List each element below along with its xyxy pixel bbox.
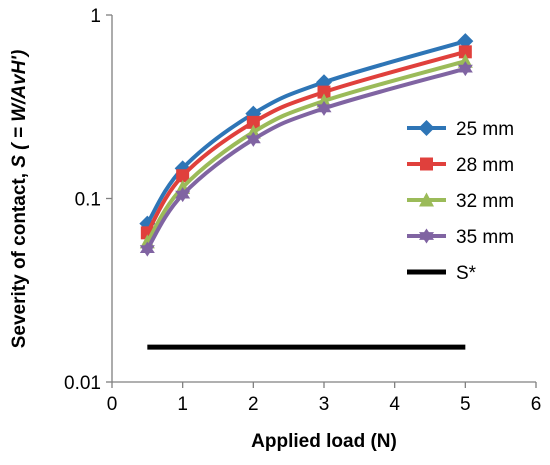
series-32-mm bbox=[139, 53, 473, 249]
legend-label: 35 mm bbox=[456, 227, 514, 248]
series-28-mm bbox=[140, 45, 472, 240]
data-point bbox=[139, 241, 155, 257]
legend-marker bbox=[419, 228, 434, 244]
data-point bbox=[175, 187, 191, 203]
y-ticks: 0.01 0.1 1 bbox=[64, 6, 112, 394]
legend-entry: 28 mm bbox=[407, 155, 514, 176]
y-axis-title-equation: ( = W/AvH') bbox=[9, 50, 30, 155]
legend-marker bbox=[419, 192, 434, 207]
y-axis-title-variable: S bbox=[9, 155, 30, 168]
legend-marker bbox=[420, 157, 433, 171]
data-point bbox=[458, 45, 472, 59]
y-tick-label: 1 bbox=[90, 6, 101, 27]
data-point bbox=[457, 61, 473, 77]
series-line bbox=[145, 39, 466, 225]
legend-label: 28 mm bbox=[456, 155, 514, 176]
y-axis-title-main: Severity of contact, bbox=[9, 168, 30, 349]
x-tick-label: 5 bbox=[460, 394, 471, 415]
data-point bbox=[316, 100, 332, 116]
legend-label: S* bbox=[456, 263, 477, 284]
x-tick-label: 0 bbox=[107, 394, 118, 415]
y-tick-label: 0.1 bbox=[75, 190, 101, 211]
x-tick-label: 3 bbox=[319, 394, 330, 415]
data-point bbox=[457, 33, 474, 50]
legend-label: 25 mm bbox=[456, 119, 514, 140]
x-tick-label: 2 bbox=[248, 394, 259, 415]
series-line bbox=[145, 49, 466, 234]
legend: 25 mm 28 mm 32 mm 35 mm S* bbox=[407, 119, 514, 284]
y-axis-title: Severity of contact, S ( = W/AvH') bbox=[9, 50, 30, 349]
y-tick-label: 0.01 bbox=[64, 373, 101, 394]
data-point bbox=[457, 53, 473, 68]
legend-entry: 32 mm bbox=[407, 191, 514, 212]
data-point bbox=[317, 85, 331, 99]
legend-entry: S* bbox=[407, 263, 477, 284]
x-tick-label: 4 bbox=[389, 394, 400, 415]
data-point bbox=[176, 169, 190, 183]
legend-label: 32 mm bbox=[456, 191, 514, 212]
data-point bbox=[245, 131, 261, 147]
x-tick-label: 6 bbox=[531, 394, 542, 415]
legend-entry: 35 mm bbox=[407, 227, 514, 248]
data-point bbox=[246, 115, 260, 129]
data-point bbox=[316, 93, 332, 108]
x-ticks: 0 1 2 3 4 5 6 bbox=[107, 382, 542, 415]
legend-entry: 25 mm bbox=[407, 119, 514, 140]
x-tick-label: 1 bbox=[177, 394, 188, 415]
series-35-mm bbox=[139, 61, 473, 257]
legend-marker bbox=[418, 120, 435, 136]
x-axis-title: Applied load (N) bbox=[251, 431, 397, 452]
series-line bbox=[145, 59, 466, 243]
series-group bbox=[139, 33, 474, 257]
